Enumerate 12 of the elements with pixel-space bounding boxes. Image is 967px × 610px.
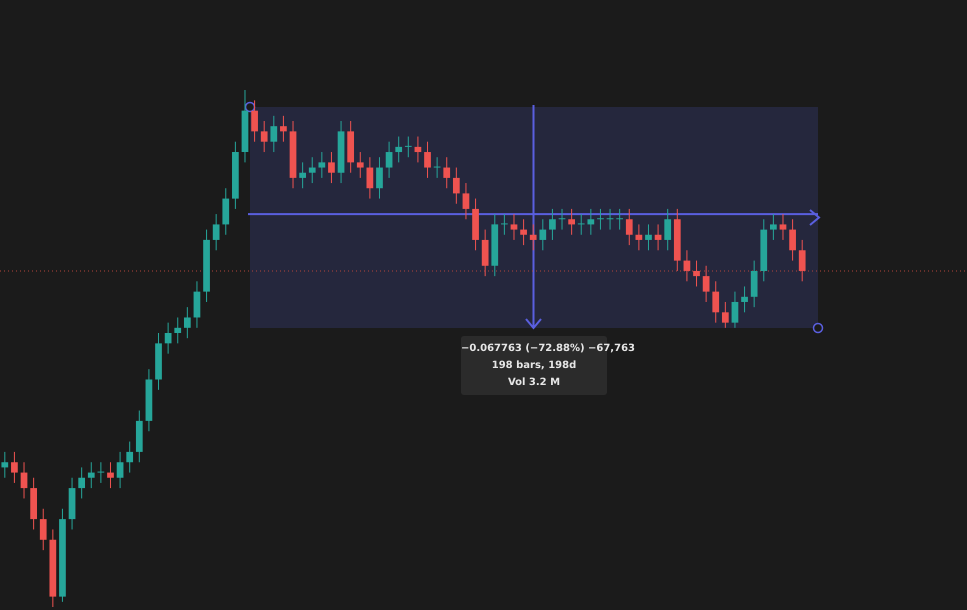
candlestick — [251, 100, 258, 142]
annotation: 198 bars, 198d — [490, 359, 578, 373]
candlestick — [107, 462, 114, 489]
annotation: Vol 3.2 M — [506, 376, 562, 390]
annotation: −0.067763 (−72.88%) −67,763 — [461, 342, 635, 356]
candlestick — [280, 115, 287, 142]
candlestick — [11, 451, 18, 484]
candlestick — [520, 218, 527, 246]
candlestick — [194, 280, 200, 328]
candlestick — [789, 218, 796, 262]
candlestick — [684, 250, 690, 282]
candlestick — [116, 451, 124, 489]
